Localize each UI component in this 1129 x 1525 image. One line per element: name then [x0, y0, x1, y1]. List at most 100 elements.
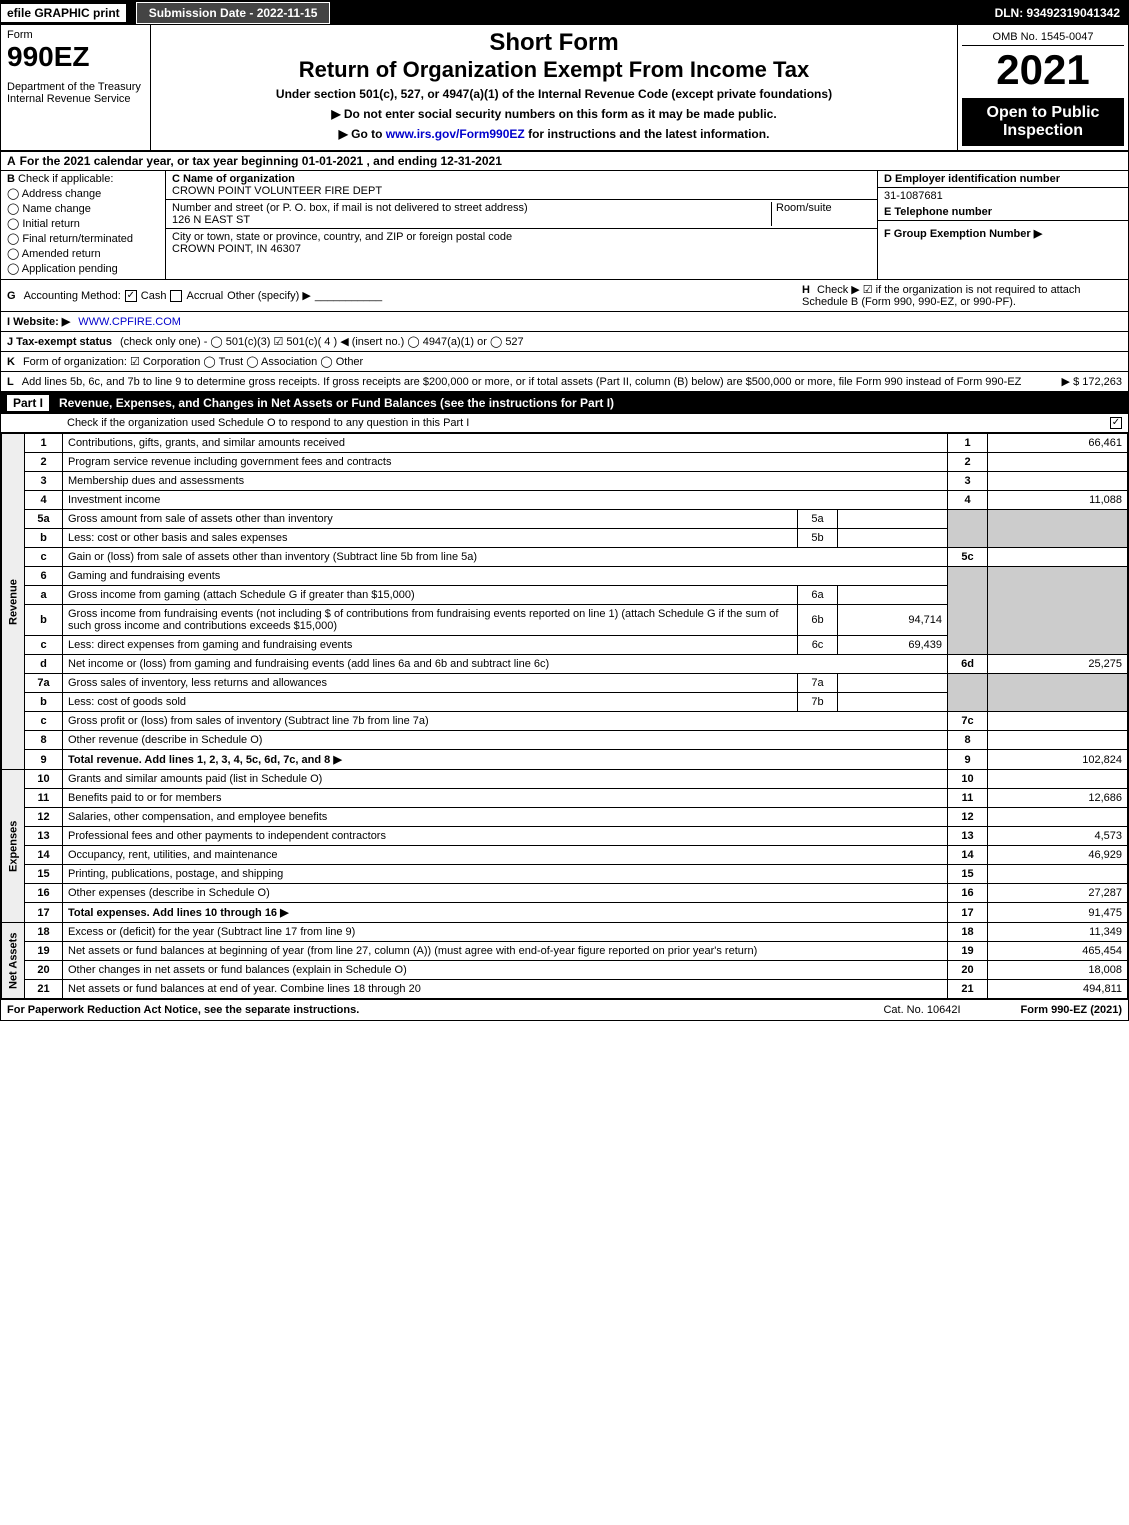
line-k: K Form of organization: ☑ Corporation ◯ … — [1, 352, 1128, 372]
row-15: 15 Printing, publications, postage, and … — [2, 865, 1128, 884]
irs-link[interactable]: www.irs.gov/Form990EZ — [386, 127, 525, 141]
top-bar: efile GRAPHIC print Submission Date - 20… — [1, 1, 1128, 25]
section-a-text: For the 2021 calendar year, or tax year … — [20, 154, 502, 168]
efile-label: efile GRAPHIC print — [1, 4, 126, 22]
dept-label: Department of the Treasury Internal Reve… — [7, 81, 144, 105]
val-13: 4,573 — [988, 827, 1128, 846]
row-3: 3 Membership dues and assessments 3 — [2, 472, 1128, 491]
cat-number: Cat. No. 10642I — [883, 1004, 960, 1016]
part1-num: Part I — [7, 395, 49, 411]
row-20: 20 Other changes in net assets or fund b… — [2, 961, 1128, 980]
row-4: 4 Investment income 4 11,088 — [2, 491, 1128, 510]
instr-ssn: ▶ Do not enter social security numbers o… — [157, 107, 951, 121]
row-9: 9 Total revenue. Add lines 1, 2, 3, 4, 5… — [2, 750, 1128, 770]
gross-receipts: ▶ $ 172,263 — [1062, 375, 1122, 388]
row-6: 6 Gaming and fundraising events — [2, 567, 1128, 586]
city-state-zip: CROWN POINT, IN 46307 — [172, 243, 301, 255]
val-16: 27,287 — [988, 884, 1128, 903]
cb-final-return[interactable]: ◯ Final return/terminated — [7, 232, 159, 245]
box-b: B Check if applicable: ◯ Address change … — [1, 171, 166, 279]
part1-table: Revenue 1 Contributions, gifts, grants, … — [1, 433, 1128, 999]
cb-address-change[interactable]: ◯ Address change — [7, 187, 159, 200]
form-of-org: Form of organization: ☑ Corporation ◯ Tr… — [23, 355, 363, 368]
row-5a: 5a Gross amount from sale of assets othe… — [2, 510, 1128, 529]
form-header: Form 990EZ Department of the Treasury In… — [1, 25, 1128, 152]
cb-cash[interactable]: ✓ — [125, 290, 137, 302]
row-2: 2 Program service revenue including gove… — [2, 453, 1128, 472]
entity-info-row: B Check if applicable: ◯ Address change … — [1, 171, 1128, 280]
city-row: City or town, state or province, country… — [166, 229, 877, 257]
val-6d: 25,275 — [988, 655, 1128, 674]
form-word: Form — [7, 29, 144, 41]
form-title: Return of Organization Exempt From Incom… — [157, 57, 951, 83]
section-a-label: A — [7, 154, 16, 168]
row-1: Revenue 1 Contributions, gifts, grants, … — [2, 434, 1128, 453]
row-11: 11 Benefits paid to or for members 11 12… — [2, 789, 1128, 808]
cb-accrual[interactable] — [170, 290, 182, 302]
row-7c: c Gross profit or (loss) from sales of i… — [2, 712, 1128, 731]
box-c: C Name of organization CROWN POINT VOLUN… — [166, 171, 878, 279]
line-g-h: G Accounting Method: ✓ Cash Accrual Othe… — [1, 280, 1128, 312]
line-h-text: Check ▶ ☑ if the organization is not req… — [802, 284, 1081, 308]
cb-application-pending[interactable]: ◯ Application pending — [7, 262, 159, 275]
tax-year: 2021 — [962, 46, 1124, 94]
line-l-text: Add lines 5b, 6c, and 7b to line 9 to de… — [22, 376, 1022, 388]
header-left: Form 990EZ Department of the Treasury In… — [1, 25, 151, 150]
website-link[interactable]: WWW.CPFIRE.COM — [78, 316, 181, 328]
phone-label: E Telephone number — [878, 204, 1128, 221]
val-11: 12,686 — [988, 789, 1128, 808]
omb-number: OMB No. 1545-0047 — [962, 29, 1124, 46]
cb-schedule-o[interactable]: ✓ — [1110, 417, 1122, 429]
val-18: 11,349 — [988, 923, 1128, 942]
row-13: 13 Professional fees and other payments … — [2, 827, 1128, 846]
dln-number: DLN: 93492319041342 — [995, 6, 1128, 20]
row-5c: c Gain or (loss) from sale of assets oth… — [2, 548, 1128, 567]
form-number: 990EZ — [7, 41, 144, 73]
ein-label: D Employer identification number — [878, 171, 1128, 188]
val-21: 494,811 — [988, 980, 1128, 999]
cb-amended-return[interactable]: ◯ Amended return — [7, 247, 159, 260]
line-l: L Add lines 5b, 6c, and 7b to line 9 to … — [1, 372, 1128, 392]
short-form-title: Short Form — [157, 29, 951, 57]
val-17: 91,475 — [988, 903, 1128, 923]
street-row: Number and street (or P. O. box, if mail… — [166, 200, 877, 229]
ein-value: 31-1087681 — [878, 188, 1128, 204]
submission-date: Submission Date - 2022-11-15 — [136, 2, 331, 24]
header-middle: Short Form Return of Organization Exempt… — [151, 25, 958, 150]
row-19: 19 Net assets or fund balances at beginn… — [2, 942, 1128, 961]
row-14: 14 Occupancy, rent, utilities, and maint… — [2, 846, 1128, 865]
expenses-sidebar: Expenses — [2, 770, 25, 923]
netassets-sidebar: Net Assets — [2, 923, 25, 999]
form-subtitle: Under section 501(c), 527, or 4947(a)(1)… — [157, 87, 951, 101]
row-17: 17 Total expenses. Add lines 10 through … — [2, 903, 1128, 923]
box-def: D Employer identification number 31-1087… — [878, 171, 1128, 279]
page-footer: For Paperwork Reduction Act Notice, see … — [1, 999, 1128, 1020]
group-exemption-label: F Group Exemption Number ▶ — [878, 225, 1128, 242]
section-a: A For the 2021 calendar year, or tax yea… — [1, 152, 1128, 171]
form-revision: Form 990-EZ (2021) — [1021, 1004, 1122, 1016]
tax-exempt-status: (check only one) - ◯ 501(c)(3) ☑ 501(c)(… — [120, 335, 524, 348]
row-21: 21 Net assets or fund balances at end of… — [2, 980, 1128, 999]
val-9: 102,824 — [988, 750, 1128, 770]
org-name-row: C Name of organization CROWN POINT VOLUN… — [166, 171, 877, 200]
open-inspection: Open to Public Inspection — [962, 98, 1124, 146]
cb-name-change[interactable]: ◯ Name change — [7, 202, 159, 215]
val-14: 46,929 — [988, 846, 1128, 865]
val-6b: 94,714 — [838, 605, 948, 636]
val-19: 465,454 — [988, 942, 1128, 961]
revenue-sidebar: Revenue — [2, 434, 25, 770]
val-6c: 69,439 — [838, 636, 948, 655]
paperwork-notice: For Paperwork Reduction Act Notice, see … — [7, 1004, 359, 1016]
row-8: 8 Other revenue (describe in Schedule O)… — [2, 731, 1128, 750]
org-name: CROWN POINT VOLUNTEER FIRE DEPT — [172, 185, 382, 197]
row-7a: 7a Gross sales of inventory, less return… — [2, 674, 1128, 693]
row-6d: d Net income or (loss) from gaming and f… — [2, 655, 1128, 674]
val-4: 11,088 — [988, 491, 1128, 510]
row-10: Expenses 10 Grants and similar amounts p… — [2, 770, 1128, 789]
line-j: J Tax-exempt status (check only one) - ◯… — [1, 332, 1128, 352]
row-12: 12 Salaries, other compensation, and emp… — [2, 808, 1128, 827]
header-right: OMB No. 1545-0047 2021 Open to Public In… — [958, 25, 1128, 150]
cb-initial-return[interactable]: ◯ Initial return — [7, 217, 159, 230]
row-18: Net Assets 18 Excess or (deficit) for th… — [2, 923, 1128, 942]
part1-check-line: Check if the organization used Schedule … — [1, 414, 1128, 433]
